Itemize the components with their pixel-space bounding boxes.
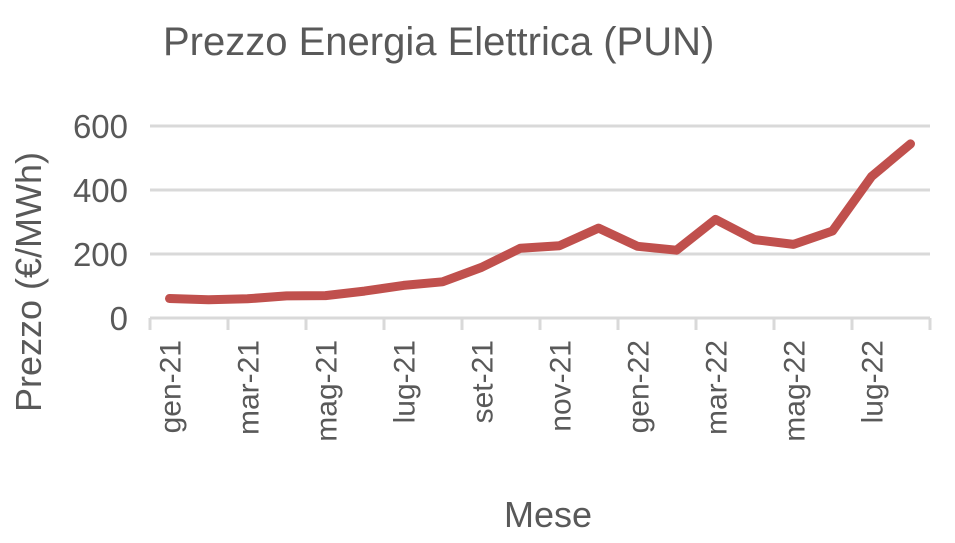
y-tick-label: 200 xyxy=(73,236,128,273)
x-tick-label: gen-22 xyxy=(623,340,656,433)
y-axis-title: Prezzo (€/MWh) xyxy=(8,152,49,412)
chart-title: Prezzo Energia Elettrica (PUN) xyxy=(163,20,714,64)
series-line-0 xyxy=(165,139,915,305)
x-tick-label: mag-21 xyxy=(311,340,344,442)
x-axis xyxy=(148,316,932,330)
y-tick-label: 0 xyxy=(110,300,128,337)
series-layer xyxy=(165,139,915,305)
y-tick-label: 400 xyxy=(73,172,128,209)
x-tick-label: nov-21 xyxy=(545,340,578,432)
x-tick-label: lug-21 xyxy=(389,340,422,423)
x-tick-label: lug-22 xyxy=(857,340,890,423)
x-tick-label: gen-21 xyxy=(155,340,188,433)
x-tick-label: mar-21 xyxy=(233,340,266,435)
x-tick-label: mag-22 xyxy=(779,340,812,442)
y-tick-label: 600 xyxy=(73,108,128,145)
x-axis-ticks: gen-21 mar-21 mag-21 lug-21 set-21 nov-21 gen-… xyxy=(155,340,890,442)
x-axis-title: Mese xyxy=(504,494,592,535)
x-tick-label: set-21 xyxy=(467,340,500,423)
y-axis-ticks: 0 200 400 600 xyxy=(73,108,128,337)
x-tick-label: mar-22 xyxy=(701,340,734,435)
gridlines xyxy=(150,124,930,256)
